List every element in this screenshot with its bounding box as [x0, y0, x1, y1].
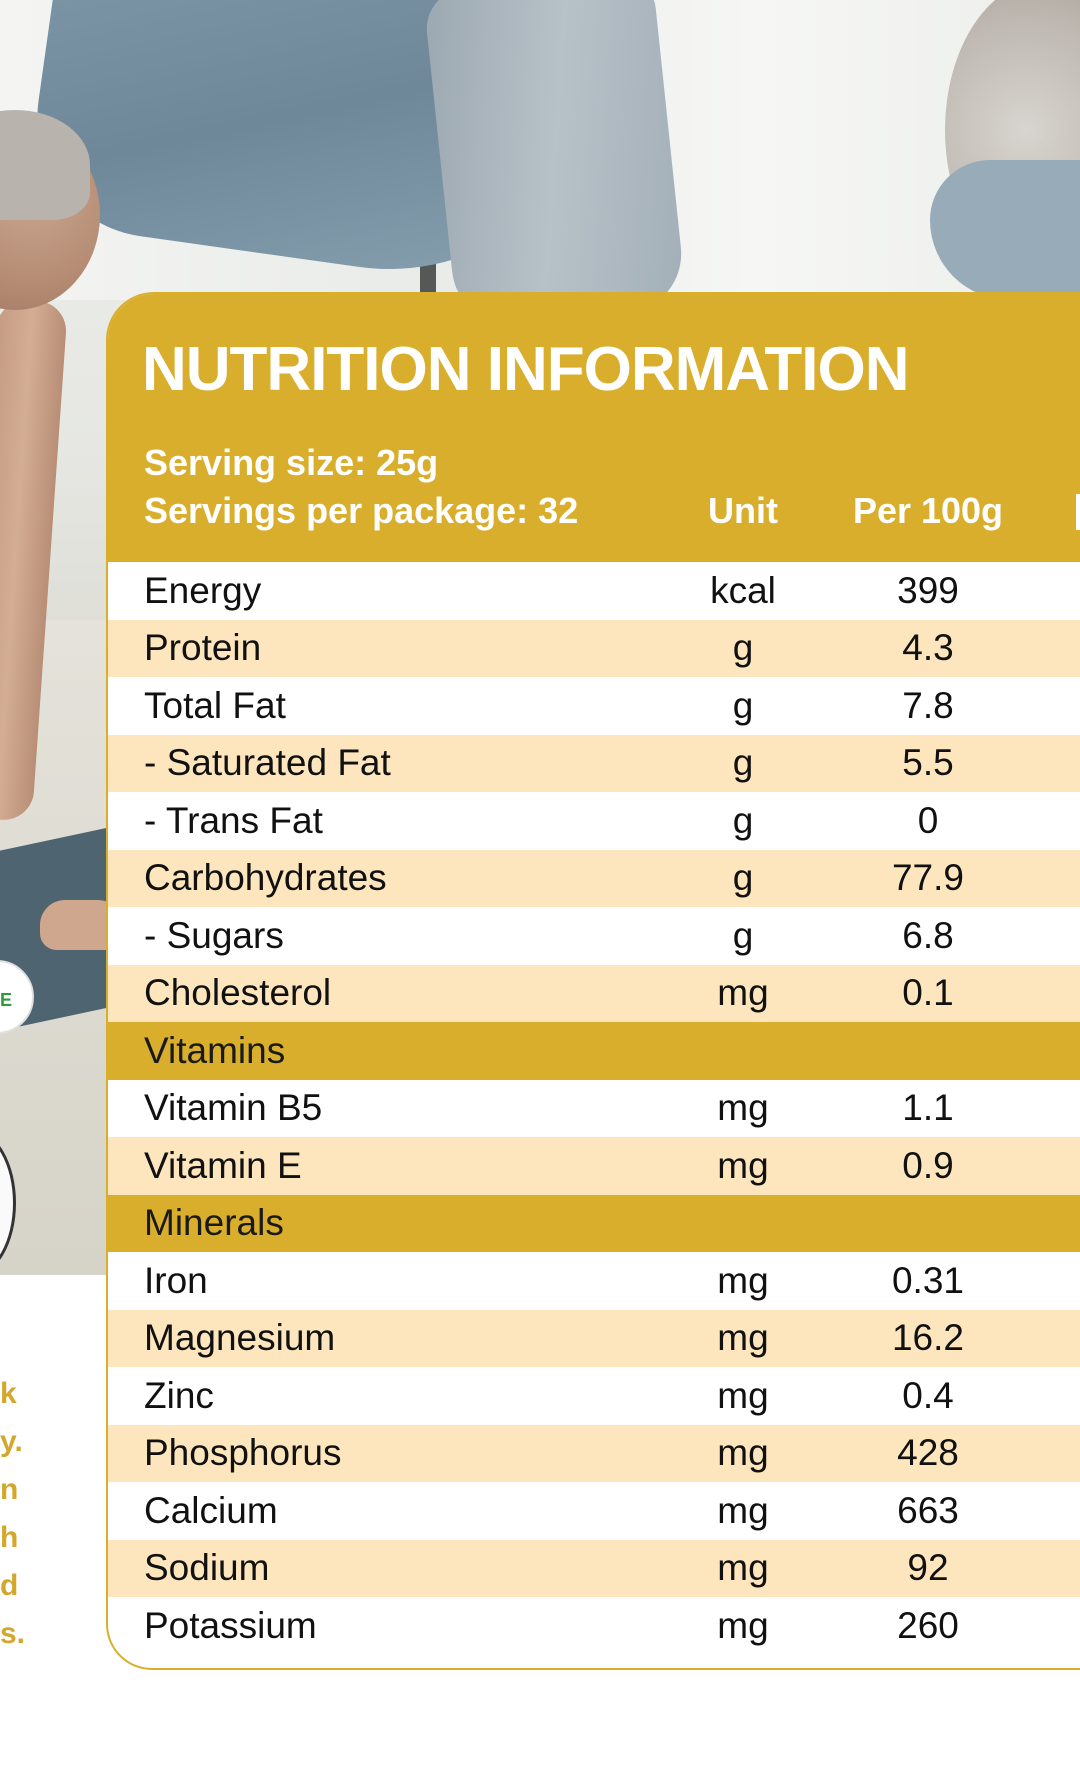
nutrient-value-per-100g: 5.5: [902, 742, 954, 784]
nutrient-value-per-100g: 92: [907, 1547, 949, 1589]
side-text-line: n: [0, 1473, 19, 1506]
table-row: Carbohydrates g 77.9: [108, 849, 1080, 907]
column-header-per-100g: Per 100g: [852, 490, 1004, 531]
nutrient-label: Zinc: [144, 1374, 214, 1416]
nutrient-label: Magnesium: [144, 1317, 336, 1359]
table-row: Phosphorus mg 428: [108, 1424, 1080, 1482]
nutrient-unit: mg: [717, 1317, 769, 1359]
side-text-line: h: [0, 1521, 19, 1554]
nutrient-value-per-100g: 0: [917, 799, 939, 841]
nutrient-unit: mg: [717, 1489, 769, 1531]
nutrient-label: - Saturated Fat: [144, 742, 391, 784]
nutrient-label: Phosphorus: [144, 1432, 342, 1474]
nutrient-value-per-100g: 7.8: [902, 684, 954, 726]
nutrient-value-per-100g: 260: [897, 1604, 959, 1646]
nutrient-unit: mg: [717, 1604, 769, 1646]
nutrient-label: Vitamin B5: [144, 1087, 323, 1129]
nutrient-value-per-100g: 4.3: [902, 627, 954, 669]
serving-size: Serving size: 25g: [144, 442, 439, 483]
nutrient-value-per-100g: 0.9: [902, 1144, 954, 1186]
column-header-unit: Unit: [708, 490, 778, 531]
table-row: - Saturated Fat g 5.5: [108, 734, 1080, 792]
nutrient-unit: g: [732, 799, 754, 841]
table-row: Total Fat g 7.8: [108, 677, 1080, 735]
nutrition-panel: NUTRITION INFORMATION Serving size: 25g …: [106, 292, 1080, 1670]
nutrient-unit: mg: [717, 1547, 769, 1589]
nutrient-unit: mg: [717, 1087, 769, 1129]
nutrient-label: Iron: [144, 1259, 208, 1301]
nutrient-label: Total Fat: [144, 684, 286, 726]
section-header-row: Minerals: [108, 1194, 1080, 1252]
side-text-line: s.: [0, 1617, 26, 1650]
table-row: Vitamin B5 mg 1.1: [108, 1080, 1080, 1138]
nutrient-unit: mg: [717, 1432, 769, 1474]
nutrient-value-per-100g: 0.1: [902, 972, 954, 1014]
nutrient-label: Vitamin E: [144, 1144, 302, 1186]
nutrient-unit: g: [732, 627, 754, 669]
nutrient-value-per-100g: 0.4: [902, 1374, 954, 1416]
section-label: Vitamins: [144, 1029, 286, 1071]
nutrient-label: Cholesterol: [144, 972, 332, 1014]
nutrient-label: - Trans Fat: [144, 799, 323, 841]
nutrient-label: Calcium: [144, 1489, 278, 1531]
nutrient-value-per-100g: 77.9: [891, 857, 964, 899]
side-text-line: d: [0, 1569, 19, 1602]
nutrient-unit: mg: [717, 972, 769, 1014]
side-text-line: y.: [0, 1425, 23, 1458]
nutrient-label: Sodium: [144, 1547, 270, 1589]
second-person-sleeve: [930, 160, 1080, 300]
nutrient-unit: g: [732, 857, 754, 899]
table-row: Energy kcal 399: [108, 562, 1080, 620]
section-label: Minerals: [144, 1202, 284, 1244]
table-row: Cholesterol mg 0.1: [108, 964, 1080, 1022]
section-header-row: Vitamins: [108, 1022, 1080, 1080]
nutrient-unit: kcal: [710, 569, 776, 611]
nutrient-value-per-100g: 16.2: [891, 1317, 964, 1359]
table-row: - Trans Fat g 0: [108, 792, 1080, 850]
nutrient-value-per-100g: 428: [897, 1432, 959, 1474]
cropped-column-header: [1076, 494, 1080, 530]
table-row: Vitamin E mg 0.9: [108, 1137, 1080, 1195]
nutrient-value-per-100g: 399: [897, 569, 959, 611]
table-row: Sodium mg 92: [108, 1539, 1080, 1597]
nutrient-unit: mg: [717, 1144, 769, 1186]
nutrient-unit: g: [732, 742, 754, 784]
table-row: Zinc mg 0.4: [108, 1367, 1080, 1425]
nutrient-value-per-100g: 663: [897, 1489, 959, 1531]
nutrient-value-per-100g: 6.8: [902, 914, 954, 956]
nutrient-label: - Sugars: [144, 914, 284, 956]
nutrition-header: NUTRITION INFORMATION Serving size: 25g …: [108, 294, 1080, 562]
table-row: Iron mg 0.31: [108, 1252, 1080, 1310]
nutrient-unit: g: [732, 684, 754, 726]
nutrient-unit: mg: [717, 1259, 769, 1301]
nutrient-unit: g: [732, 914, 754, 956]
nutrient-value-per-100g: 1.1: [902, 1087, 954, 1129]
nutrition-table: Energy kcal 399 Protein g 4.3 Total Fat g 7.8 - S…: [108, 562, 1080, 1655]
nutrient-label: Energy: [144, 569, 262, 611]
nutrient-label: Carbohydrates: [144, 857, 387, 899]
table-row: Protein g 4.3: [108, 619, 1080, 677]
table-row: Magnesium mg 16.2: [108, 1309, 1080, 1367]
certification-badge-text: E: [0, 990, 13, 1010]
nutrient-label: Protein: [144, 627, 262, 669]
nutrient-unit: mg: [717, 1374, 769, 1416]
cropped-side-text: k y. n h d s.: [0, 1370, 26, 1658]
nutrition-title: NUTRITION INFORMATION: [142, 335, 910, 404]
table-row: Calcium mg 663: [108, 1482, 1080, 1540]
servings-per-package: Servings per package: 32: [144, 490, 579, 531]
nutrient-label: Potassium: [144, 1604, 317, 1646]
table-row: Potassium mg 260: [108, 1597, 1080, 1655]
side-text-line: k: [0, 1377, 17, 1410]
table-row: - Sugars g 6.8: [108, 907, 1080, 965]
nutrient-value-per-100g: 0.31: [891, 1259, 964, 1301]
person-leg: [422, 0, 688, 332]
